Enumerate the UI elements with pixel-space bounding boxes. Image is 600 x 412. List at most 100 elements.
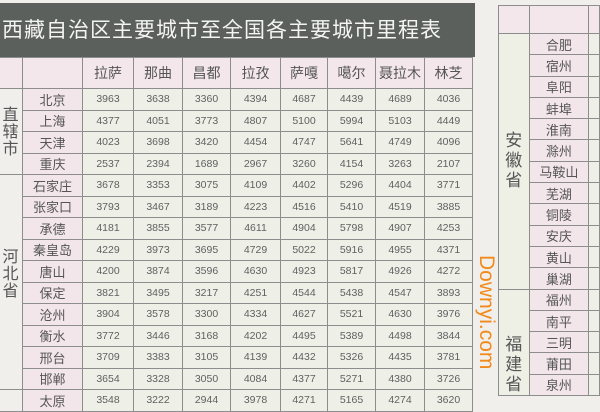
distance-value: 4154: [327, 152, 376, 175]
table-row: 直辖市 北京 3963 3638 3360 4394 4687 4439 4689 4036: [0, 88, 473, 175]
distance-value: 4630: [375, 303, 425, 326]
side-city-name: 滁州: [528, 139, 590, 162]
side-value-cell: [588, 352, 600, 375]
city-name: 上海: [22, 109, 83, 132]
distance-value: 4084: [230, 367, 281, 390]
distance-value: 4544: [280, 281, 328, 304]
table-row: 保定 3821 3495 3217 4251 4544 5438 4547 3893: [0, 281, 473, 304]
distance-value: 3698: [133, 131, 183, 154]
header-city-cell: [22, 57, 83, 89]
side-value-cell: [588, 373, 600, 397]
page-title: 西藏自治区主要城市至全国各主要城市里程表: [0, 3, 475, 57]
distance-value: 5641: [327, 131, 376, 154]
group-label: 河北省: [0, 174, 23, 390]
distance-value: 3578: [133, 303, 183, 326]
side-city-name: 阜阳: [528, 75, 590, 98]
distance-value: 3844: [424, 324, 473, 347]
distance-value: 4439: [327, 88, 376, 111]
side-city-name: 福州: [528, 288, 590, 311]
distance-value: 4023: [82, 131, 134, 154]
distance-value: 3260: [280, 152, 328, 175]
distance-value: 4435: [375, 346, 425, 369]
distance-value: 4630: [230, 260, 281, 283]
distance-value: 4729: [230, 238, 281, 261]
side-header-group: [498, 5, 530, 34]
distance-value: 3963: [82, 88, 134, 111]
distance-value: 4432: [280, 346, 328, 369]
distance-value: 3189: [182, 195, 231, 218]
distance-value: 4274: [375, 389, 425, 412]
side-row: 阜阳: [499, 75, 600, 98]
distance-value: 4036: [424, 88, 473, 111]
distance-value: 3495: [133, 281, 183, 304]
distance-value: 3168: [182, 324, 231, 347]
distance-value: 4547: [375, 281, 425, 304]
distance-value: 3596: [182, 260, 231, 283]
distance-value: 3771: [424, 174, 473, 197]
side-header-value: [588, 5, 600, 34]
city-name: 重庆: [22, 152, 83, 175]
side-group-label: 福建省: [498, 288, 530, 397]
distance-value: 4377: [280, 367, 328, 390]
distance-value: 4394: [230, 88, 281, 111]
column-header: 聂拉木: [375, 57, 425, 89]
side-city-name: 蚌埠: [528, 96, 590, 120]
column-header: 林芝: [424, 57, 473, 89]
distance-value: 4402: [280, 174, 328, 197]
side-row: 福建省 福州: [498, 288, 600, 397]
side-city-name: 马鞍山: [528, 160, 590, 184]
distance-value: 5022: [280, 238, 328, 261]
side-header-row: [498, 5, 600, 34]
table-row: 上海 4377 4051 3773 4807 5100 5994 5103 4449: [0, 109, 473, 132]
distance-value: 3217: [182, 281, 231, 304]
distance-value: 1689: [182, 152, 231, 175]
city-name: 沧州: [22, 303, 83, 326]
distance-value: 4202: [230, 324, 281, 347]
mileage-table: 拉萨 那曲 昌都 拉孜 萨嘎 噶尔 聂拉木 林芝 直辖市 北京 3963 3638 3360 4394 46…: [0, 57, 473, 412]
distance-value: 4454: [230, 131, 281, 154]
distance-value: 3772: [82, 324, 134, 347]
distance-value: 4404: [375, 174, 425, 197]
distance-value: 4907: [375, 217, 425, 240]
distance-value: 3973: [133, 238, 183, 261]
column-header: 拉萨: [82, 57, 134, 89]
distance-value: 4223: [230, 195, 281, 218]
side-city-name: 合肥: [528, 32, 590, 56]
city-name: 衡水: [22, 324, 83, 347]
city-name: 石家庄: [22, 174, 83, 197]
distance-value: 5271: [327, 367, 376, 390]
distance-value: 4229: [82, 238, 134, 261]
city-name: 承德: [22, 217, 83, 240]
distance-value: 3821: [82, 281, 134, 304]
distance-value: 5100: [280, 109, 328, 132]
side-value-cell: [588, 203, 600, 226]
distance-value: 4747: [280, 131, 328, 154]
distance-value: 3222: [133, 389, 183, 412]
city-name: 秦皇岛: [22, 238, 83, 261]
header-row: 拉萨 那曲 昌都 拉孜 萨嘎 噶尔 聂拉木 林芝: [0, 57, 473, 89]
distance-value: 3893: [424, 281, 473, 304]
distance-value: 3726: [424, 367, 473, 390]
side-row: 蚌埠: [499, 96, 600, 120]
side-city-name: 铜陵: [528, 203, 590, 226]
side-value-cell: [588, 309, 600, 333]
side-value-cell: [588, 118, 600, 141]
table-row: 邯郸 3654 3328 3050 4084 4377 5271 4380 3726: [0, 367, 473, 390]
distance-value: 2394: [133, 152, 183, 175]
city-name: 太原: [22, 389, 83, 412]
side-row: 巢湖: [499, 267, 600, 290]
distance-value: 3050: [182, 367, 231, 390]
side-header-city: [528, 5, 590, 34]
distance-value: 5994: [327, 109, 376, 132]
distance-value: 4498: [375, 324, 425, 347]
city-name: 天津: [22, 131, 83, 154]
distance-value: 3904: [82, 303, 134, 326]
city-name: 邯郸: [22, 367, 83, 390]
distance-value: 4096: [424, 131, 473, 154]
distance-value: 5389: [327, 324, 376, 347]
distance-value: 4611: [230, 217, 281, 240]
distance-value: 5438: [327, 281, 376, 304]
distance-value: 3383: [133, 346, 183, 369]
distance-value: 3695: [182, 238, 231, 261]
distance-value: 2944: [182, 389, 231, 412]
